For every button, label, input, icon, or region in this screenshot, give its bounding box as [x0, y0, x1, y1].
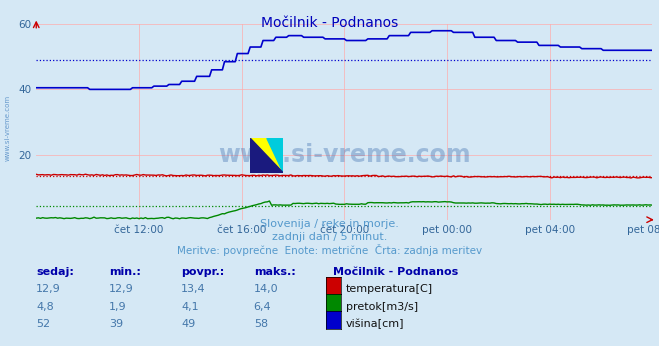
- Text: 4,1: 4,1: [181, 302, 199, 312]
- Text: Slovenija / reke in morje.: Slovenija / reke in morje.: [260, 219, 399, 229]
- Text: 12,9: 12,9: [109, 284, 134, 294]
- Text: 12,9: 12,9: [36, 284, 61, 294]
- Text: www.si-vreme.com: www.si-vreme.com: [5, 95, 11, 161]
- Text: 1,9: 1,9: [109, 302, 127, 312]
- Text: 13,4: 13,4: [181, 284, 206, 294]
- Text: sedaj:: sedaj:: [36, 267, 74, 277]
- Text: zadnji dan / 5 minut.: zadnji dan / 5 minut.: [272, 233, 387, 243]
- Text: min.:: min.:: [109, 267, 140, 277]
- Text: www.si-vreme.com: www.si-vreme.com: [218, 143, 471, 166]
- Text: pretok[m3/s]: pretok[m3/s]: [346, 302, 418, 312]
- Text: 49: 49: [181, 319, 196, 329]
- Text: 6,4: 6,4: [254, 302, 272, 312]
- Text: 39: 39: [109, 319, 123, 329]
- Text: temperatura[C]: temperatura[C]: [346, 284, 433, 294]
- Polygon shape: [267, 138, 283, 173]
- Text: 14,0: 14,0: [254, 284, 278, 294]
- Text: Močilnik - Podnanos: Močilnik - Podnanos: [333, 267, 458, 277]
- Text: povpr.:: povpr.:: [181, 267, 225, 277]
- Text: Močilnik - Podnanos: Močilnik - Podnanos: [261, 16, 398, 29]
- Polygon shape: [250, 138, 283, 173]
- Text: višina[cm]: višina[cm]: [346, 319, 405, 329]
- Text: maks.:: maks.:: [254, 267, 295, 277]
- Text: 58: 58: [254, 319, 268, 329]
- Text: 4,8: 4,8: [36, 302, 54, 312]
- Text: Meritve: povprečne  Enote: metrične  Črta: zadnja meritev: Meritve: povprečne Enote: metrične Črta:…: [177, 244, 482, 256]
- Text: 52: 52: [36, 319, 50, 329]
